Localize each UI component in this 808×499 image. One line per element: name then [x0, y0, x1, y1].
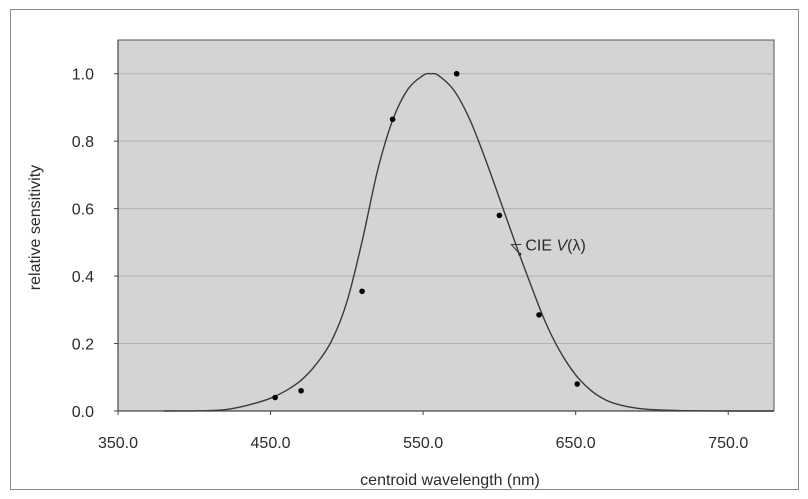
gridlines	[118, 73, 774, 345]
y-tick-label: 1.0	[72, 67, 94, 84]
x-tick-label: 450.0	[251, 435, 291, 452]
y-tick-label: 0.6	[72, 202, 94, 219]
data-point	[272, 394, 278, 401]
data-point	[536, 312, 542, 318]
y-tick-label: 0.4	[72, 269, 94, 286]
points-layer	[272, 70, 580, 401]
data-point	[298, 387, 304, 394]
x-axis-title: centroid wavelength (nm)	[360, 472, 540, 489]
plot-area	[117, 39, 775, 412]
y-axis-ticks: 0.0 0.2 0.4 0.6 0.8 1.0	[72, 67, 118, 421]
data-point	[496, 212, 503, 219]
y-tick-label: 0.0	[72, 404, 94, 421]
x-axis-ticks: 350.0 450.0 550.0 650.0 750.0	[98, 411, 748, 452]
data-point	[453, 70, 460, 77]
data-point	[359, 288, 365, 295]
cie-v-lambda-curve	[163, 72, 774, 412]
curve-layer	[163, 72, 774, 412]
x-tick-label: 550.0	[403, 435, 443, 452]
annotation-layer: CIE V(λ)	[510, 237, 586, 256]
x-tick-label: 650.0	[556, 435, 596, 452]
y-axis-title: relative sensitivity	[27, 165, 44, 290]
annotation-pointer	[518, 252, 522, 256]
y-tick-label: 0.8	[72, 134, 94, 151]
annotation-cie-v-lambda: CIE V(λ)	[525, 237, 585, 254]
y-tick-label: 0.2	[72, 337, 94, 354]
data-point	[574, 381, 580, 387]
x-tick-label: 750.0	[708, 435, 748, 452]
axes	[117, 40, 774, 412]
data-point	[389, 116, 396, 123]
x-tick-label: 350.0	[98, 435, 138, 452]
annotation-leader-line	[510, 243, 522, 255]
